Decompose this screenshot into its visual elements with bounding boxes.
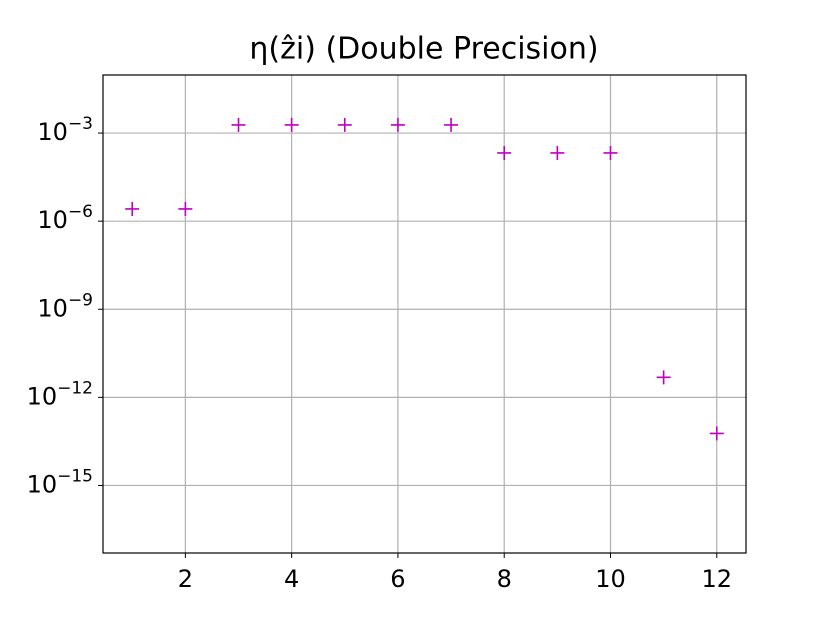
point — [284, 117, 299, 132]
y-tick-label: 10−6 — [37, 202, 93, 234]
point — [709, 426, 724, 441]
x-tick-label: 8 — [497, 565, 512, 593]
point — [231, 117, 246, 132]
x-tick-label: 10 — [595, 565, 626, 593]
y-tick-label: 10−15 — [27, 466, 93, 498]
point — [178, 201, 193, 216]
x-tick-label: 12 — [701, 565, 732, 593]
x-tick-label: 4 — [284, 565, 299, 593]
point — [497, 145, 512, 160]
y-tick-label: 10−9 — [37, 290, 93, 322]
grid — [103, 75, 746, 553]
point — [656, 370, 671, 385]
point — [390, 117, 405, 132]
point — [444, 117, 459, 132]
point — [550, 145, 565, 160]
y-tick-label: 10−12 — [27, 378, 93, 410]
point — [337, 117, 352, 132]
plot-frame — [102, 74, 747, 554]
chart-title: η(ẑi) (Double Precision) — [249, 32, 598, 67]
y-tick-label: 10−3 — [37, 114, 93, 146]
point — [603, 145, 618, 160]
point — [125, 201, 140, 216]
x-tick-label: 6 — [390, 565, 405, 593]
x-tick-label: 2 — [178, 565, 193, 593]
